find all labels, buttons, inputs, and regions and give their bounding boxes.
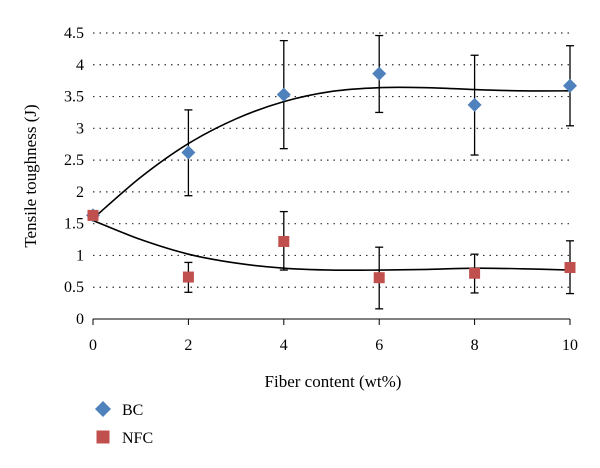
legend-marker-nfc <box>96 430 110 444</box>
x-tick-label: 0 <box>89 337 97 354</box>
legend-marker-bc <box>95 401 111 417</box>
y-tick-label: 4.5 <box>64 25 84 42</box>
trend-lines <box>92 86 571 272</box>
y-tick-label: 1 <box>76 247 84 264</box>
bc-trend-line <box>92 86 571 220</box>
y-tick-label: 2.5 <box>64 152 84 169</box>
data-points <box>86 66 577 284</box>
nfc-point <box>87 209 99 221</box>
y-tick-label: 0.5 <box>64 279 84 296</box>
nfc-trend-line <box>92 219 571 272</box>
y-tick-label: 3.5 <box>64 89 84 106</box>
nfc-point <box>564 262 576 274</box>
nfc-point <box>469 267 481 279</box>
bc-point <box>276 87 291 102</box>
bc-point <box>563 78 577 93</box>
x-tick-label: 6 <box>375 337 383 354</box>
x-axis-title: Fiber content (wt%) <box>265 372 402 391</box>
y-tick-label: 4 <box>76 57 84 74</box>
x-tick-label: 10 <box>562 337 578 354</box>
bc-point <box>181 145 196 160</box>
y-tick-label: 2 <box>76 184 84 201</box>
grid <box>93 32 570 288</box>
legend: BC NFC <box>95 401 153 447</box>
x-tick-label: 4 <box>280 337 288 354</box>
nfc-point <box>278 235 290 247</box>
y-tick-label: 0 <box>76 311 84 328</box>
x-tick-label: 8 <box>471 337 479 354</box>
nfc-point <box>373 272 385 284</box>
y-tick-label: 3 <box>76 120 84 137</box>
legend-label-nfc: NFC <box>122 430 153 447</box>
axes: 0 0.5 1 1.5 2 2.5 3 3.5 4 4.5 0 2 4 6 8 10 <box>64 25 578 354</box>
bc-point <box>372 66 387 81</box>
legend-label-bc: BC <box>122 402 143 419</box>
x-tick-label: 2 <box>184 337 192 354</box>
y-tick-label: 1.5 <box>64 216 84 233</box>
bc-point <box>467 97 482 112</box>
nfc-point <box>182 271 194 283</box>
labels: Fiber content (wt%) Tensile toughness (J… <box>21 104 401 391</box>
y-axis-title: Tensile toughness (J) <box>21 104 40 247</box>
